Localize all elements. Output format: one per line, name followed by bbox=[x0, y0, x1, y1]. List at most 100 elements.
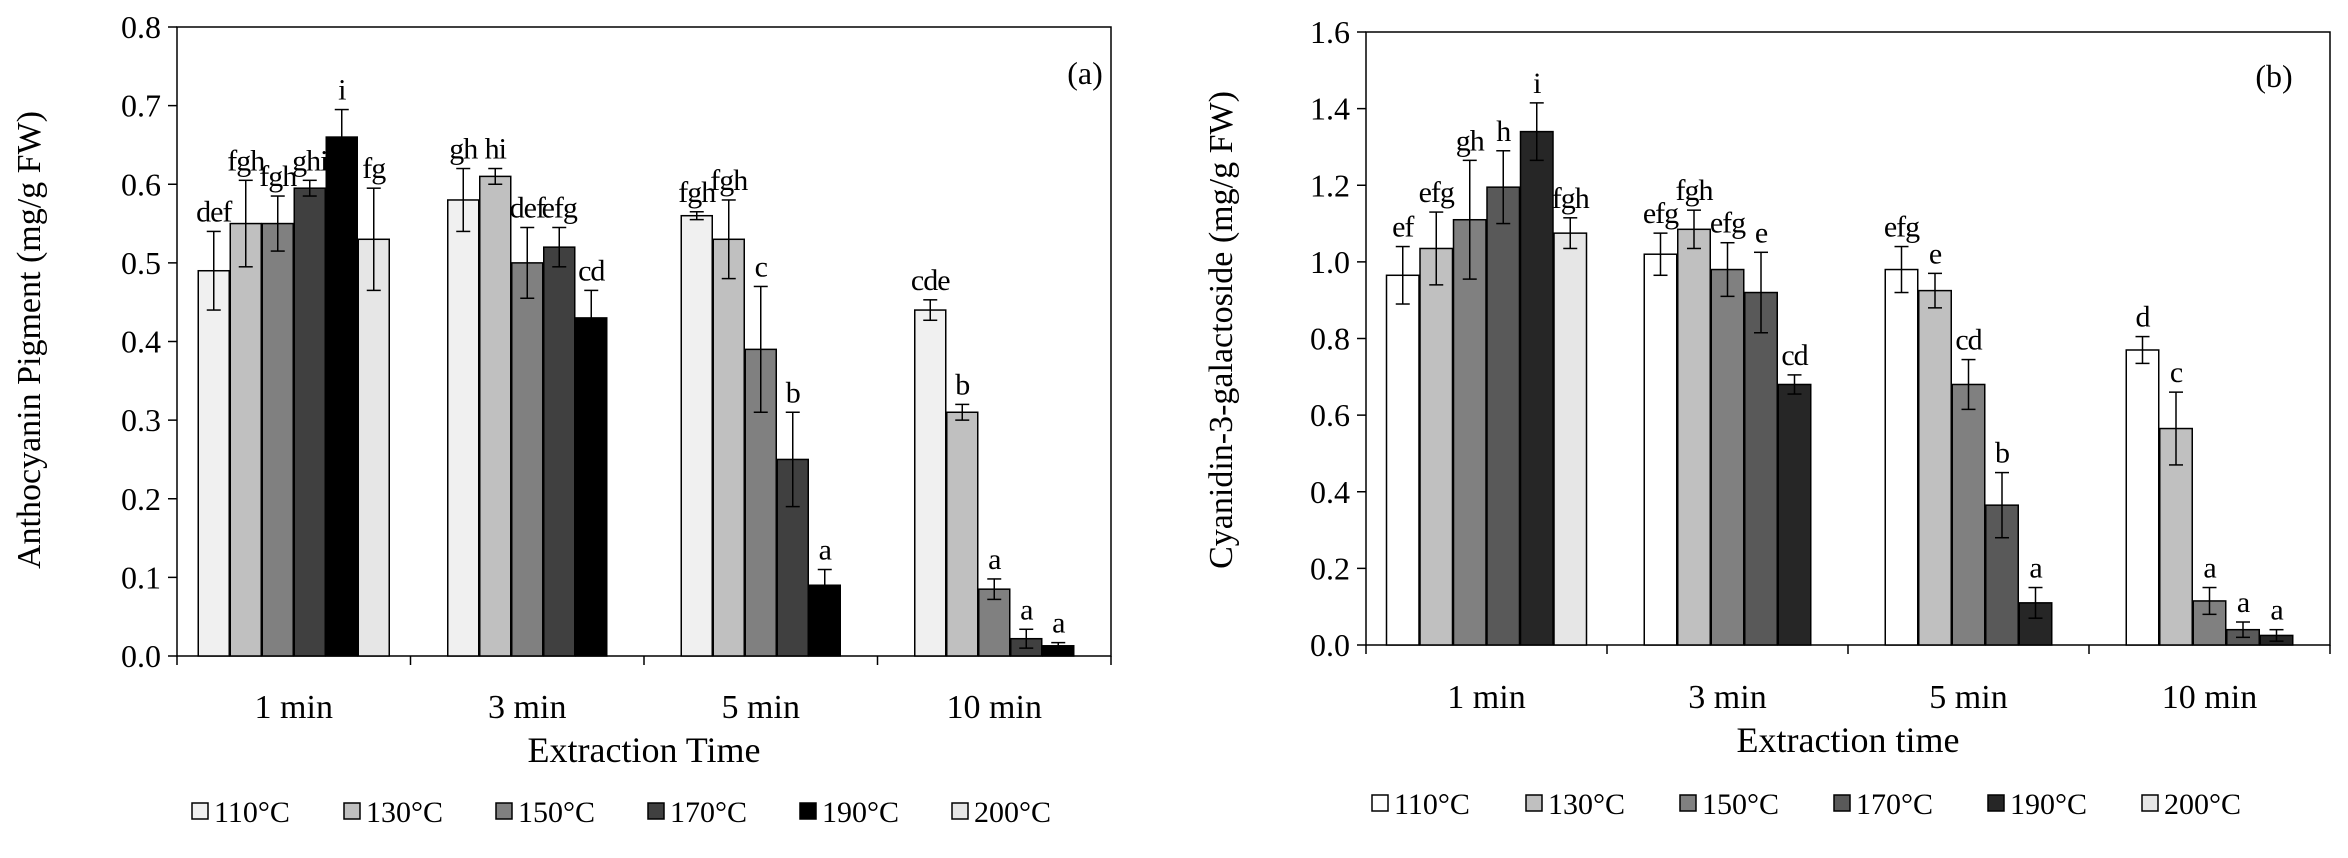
panel-b-cyanidin-chart: 0.0 0.2 0.4 0.6 0.8 1.0 1.2 1.4 1.6 Cyanidin-3-ga… bbox=[1203, 14, 2331, 821]
significance-label: cd bbox=[578, 254, 605, 287]
y-tick-label: 0.3 bbox=[121, 402, 161, 438]
significance-label: d bbox=[2136, 301, 2151, 334]
legend-label: 190°C bbox=[2010, 788, 2087, 821]
x-axis-label: Extraction Time bbox=[528, 730, 761, 770]
y-tick-label: 0.6 bbox=[1310, 397, 1350, 433]
legend-label: 170°C bbox=[1856, 788, 1933, 821]
significance-label: ef bbox=[1392, 211, 1414, 244]
legend-label: 200°C bbox=[2164, 788, 2241, 821]
bar bbox=[1918, 289, 1952, 646]
legend-label: 190°C bbox=[822, 796, 899, 829]
legend-swatch bbox=[799, 802, 817, 820]
significance-label: a bbox=[819, 534, 832, 567]
significance-label: h bbox=[1496, 115, 1511, 148]
significance-label: c bbox=[2170, 356, 2183, 389]
bar bbox=[479, 175, 512, 657]
significance-label: b bbox=[786, 376, 800, 409]
significance-label: a bbox=[988, 543, 1001, 576]
bar bbox=[1884, 268, 1919, 646]
panel-a-anthocyanin-chart: 0.0 0.1 0.2 0.3 0.4 0.5 0.6 0.7 0.8 Anthocyanin P… bbox=[11, 9, 1112, 829]
significance-label: e bbox=[1755, 216, 1768, 249]
y-tick-label: 0.8 bbox=[121, 9, 161, 45]
legend-swatch bbox=[1987, 794, 2005, 812]
significance-label: cde bbox=[911, 264, 950, 297]
legend-label: 130°C bbox=[366, 796, 443, 829]
y-tick-label: 0.4 bbox=[121, 324, 161, 360]
x-category-label: 3 min bbox=[488, 689, 566, 726]
y-tick-label: 0.4 bbox=[1310, 474, 1350, 510]
legend-swatch bbox=[1833, 794, 1851, 812]
significance-label: i bbox=[1533, 67, 1541, 100]
bar bbox=[946, 411, 979, 657]
significance-label: efg bbox=[1884, 211, 1920, 244]
significance-label: fgh bbox=[710, 164, 748, 197]
y-tick-label: 1.6 bbox=[1310, 14, 1350, 50]
x-category-label: 1 min bbox=[255, 689, 333, 726]
bar bbox=[1710, 268, 1745, 646]
significance-label: i bbox=[338, 74, 346, 107]
legend-swatch bbox=[1679, 794, 1697, 812]
significance-label: efg bbox=[542, 191, 578, 224]
y-tick-label: 0.0 bbox=[1310, 627, 1350, 663]
bar bbox=[1419, 247, 1454, 646]
legend-label: 150°C bbox=[518, 796, 595, 829]
x-category-label: 10 min bbox=[947, 689, 1042, 726]
y-tick-label: 1.2 bbox=[1310, 167, 1350, 203]
significance-label: fgh bbox=[678, 176, 716, 209]
y-tick-label: 0.1 bbox=[121, 559, 161, 595]
x-category-label: 3 min bbox=[1688, 679, 1766, 716]
significance-label: a bbox=[2029, 552, 2042, 585]
significance-label: fgh bbox=[259, 160, 297, 193]
y-tick-label: 0.2 bbox=[121, 481, 161, 517]
significance-label: gh bbox=[449, 133, 478, 166]
significance-label: cd bbox=[1781, 339, 1808, 372]
significance-label: fgh bbox=[1552, 182, 1590, 215]
y-tick-label: 0.5 bbox=[121, 245, 161, 281]
significance-label: a bbox=[2237, 586, 2250, 619]
bar bbox=[1385, 274, 1420, 646]
x-axis-label: Extraction time bbox=[1737, 720, 1960, 760]
significance-label: fgh bbox=[1676, 174, 1714, 207]
significance-label: cd bbox=[1955, 324, 1982, 357]
significance-label: a bbox=[1020, 593, 1033, 626]
legend-swatch bbox=[647, 802, 665, 820]
bar bbox=[1777, 383, 1812, 646]
bar bbox=[1643, 253, 1678, 646]
legend-label: 200°C bbox=[974, 796, 1051, 829]
y-axis-label: Anthocyanin Pigment (mg/g FW) bbox=[11, 111, 48, 569]
significance-label: efg bbox=[1419, 176, 1455, 209]
legend-swatch bbox=[191, 802, 209, 820]
legend-swatch bbox=[343, 802, 361, 820]
bar bbox=[1744, 291, 1778, 646]
bar bbox=[1677, 228, 1711, 646]
bar bbox=[712, 238, 745, 657]
bar bbox=[680, 214, 713, 657]
y-tick-label: 0.2 bbox=[1310, 550, 1350, 586]
legend-swatch bbox=[951, 802, 969, 820]
y-tick-label: 0.8 bbox=[1310, 321, 1350, 357]
bar bbox=[1452, 218, 1487, 646]
panel-label: (b) bbox=[2255, 58, 2292, 94]
legend-swatch bbox=[1525, 794, 1543, 812]
bar bbox=[325, 136, 358, 657]
x-category-label: 1 min bbox=[1447, 679, 1525, 716]
y-tick-label: 1.0 bbox=[1310, 244, 1350, 280]
significance-label: a bbox=[2270, 594, 2283, 627]
significance-label: def bbox=[196, 195, 232, 228]
bar bbox=[197, 269, 230, 657]
legend-swatch bbox=[1371, 794, 1389, 812]
bar bbox=[1553, 232, 1588, 646]
significance-label: b bbox=[955, 368, 969, 401]
y-tick-label: 1.4 bbox=[1310, 91, 1350, 127]
significance-label: a bbox=[1052, 607, 1065, 640]
legend-swatch bbox=[2141, 794, 2159, 812]
significance-label: hi bbox=[485, 133, 507, 166]
bar bbox=[261, 222, 294, 657]
significance-label: efg bbox=[1643, 197, 1679, 230]
significance-label: fg bbox=[362, 152, 386, 185]
bar bbox=[914, 309, 947, 657]
bar bbox=[575, 317, 608, 657]
panel-label: (a) bbox=[1067, 55, 1103, 91]
legend-label: 130°C bbox=[1548, 788, 1625, 821]
